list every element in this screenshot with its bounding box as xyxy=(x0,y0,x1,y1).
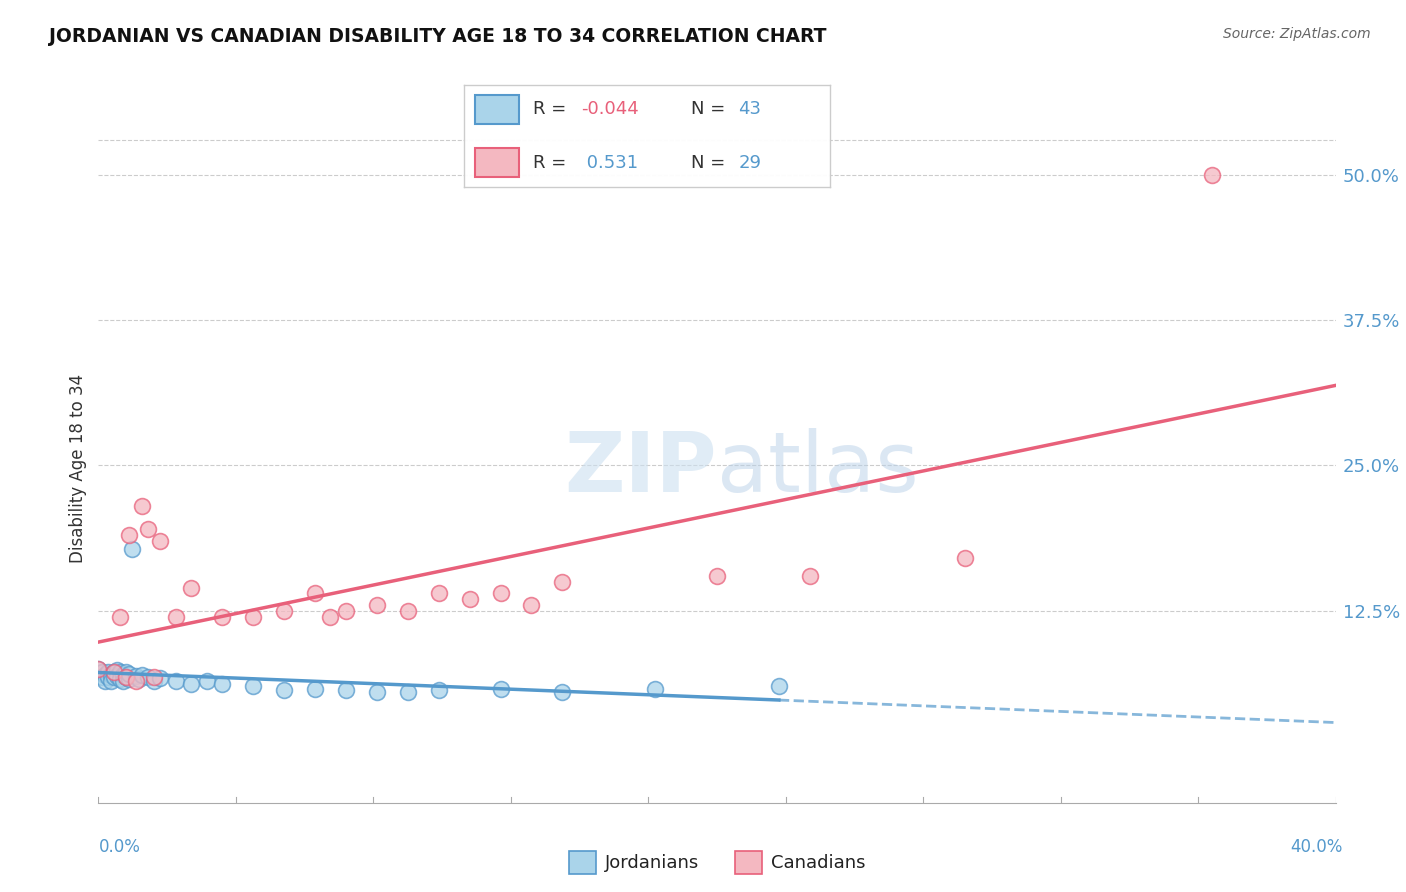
Text: 0.531: 0.531 xyxy=(581,153,638,171)
Text: 29: 29 xyxy=(738,153,761,171)
Point xyxy=(458,592,481,607)
Point xyxy=(427,682,450,697)
Text: JORDANIAN VS CANADIAN DISABILITY AGE 18 TO 34 CORRELATION CHART: JORDANIAN VS CANADIAN DISABILITY AGE 18 … xyxy=(49,27,827,45)
Point xyxy=(366,685,388,699)
Point xyxy=(103,665,125,680)
Bar xyxy=(475,95,519,124)
Point xyxy=(799,569,821,583)
Bar xyxy=(475,148,519,177)
Point xyxy=(87,662,110,676)
Point xyxy=(108,609,131,624)
Point xyxy=(128,673,150,687)
Point xyxy=(319,609,342,624)
Text: atlas: atlas xyxy=(717,428,918,508)
Point xyxy=(143,670,166,684)
Text: R =: R = xyxy=(533,101,572,119)
Point xyxy=(105,669,128,683)
Point xyxy=(304,586,326,600)
Point xyxy=(427,586,450,600)
Point xyxy=(165,609,187,624)
Text: N =: N = xyxy=(690,153,731,171)
Point xyxy=(242,609,264,624)
Y-axis label: Disability Age 18 to 34: Disability Age 18 to 34 xyxy=(69,374,87,563)
Point xyxy=(115,665,138,680)
Point xyxy=(108,673,131,687)
Point xyxy=(121,542,143,557)
Point xyxy=(1201,168,1223,182)
Point xyxy=(93,668,115,682)
Point xyxy=(112,673,135,688)
Point xyxy=(953,551,976,566)
Text: Source: ZipAtlas.com: Source: ZipAtlas.com xyxy=(1223,27,1371,41)
Point xyxy=(165,673,187,688)
Point xyxy=(93,673,115,688)
Point xyxy=(335,604,357,618)
Text: -0.044: -0.044 xyxy=(581,101,638,119)
Point xyxy=(100,673,122,688)
Point xyxy=(124,673,146,688)
Point xyxy=(97,665,120,680)
Point xyxy=(242,680,264,694)
Point xyxy=(118,528,141,542)
Point xyxy=(118,666,141,681)
Point xyxy=(211,677,233,691)
Text: R =: R = xyxy=(533,153,572,171)
Point xyxy=(273,682,295,697)
Point xyxy=(489,681,512,696)
Point xyxy=(97,670,120,684)
Point xyxy=(396,604,419,618)
Point xyxy=(396,685,419,699)
Point xyxy=(90,665,112,680)
Point xyxy=(124,669,146,683)
Point xyxy=(644,681,666,696)
Point xyxy=(366,598,388,612)
Point xyxy=(551,685,574,699)
Point xyxy=(136,522,159,536)
Point xyxy=(180,677,202,691)
Legend: Jordanians, Canadians: Jordanians, Canadians xyxy=(561,844,873,880)
Point xyxy=(335,682,357,697)
Point xyxy=(115,670,138,684)
Text: ZIP: ZIP xyxy=(565,428,717,508)
Point xyxy=(768,680,790,694)
Point xyxy=(489,586,512,600)
Point xyxy=(149,671,172,685)
Text: 0.0%: 0.0% xyxy=(98,838,141,856)
Point xyxy=(131,668,153,682)
Text: 40.0%: 40.0% xyxy=(1291,838,1343,856)
Point xyxy=(149,534,172,549)
Point xyxy=(211,609,233,624)
Point xyxy=(304,681,326,696)
Point xyxy=(100,668,122,682)
Point xyxy=(143,673,166,688)
Point xyxy=(112,668,135,682)
Point xyxy=(115,670,138,684)
Point xyxy=(108,665,131,680)
Point xyxy=(87,662,110,676)
Point xyxy=(90,670,112,684)
Point xyxy=(118,673,141,687)
Point xyxy=(706,569,728,583)
Point xyxy=(195,673,218,688)
Point xyxy=(520,598,543,612)
Point xyxy=(103,665,125,680)
Point xyxy=(551,574,574,589)
Point xyxy=(180,581,202,595)
Point xyxy=(273,604,295,618)
Text: N =: N = xyxy=(690,101,731,119)
Point xyxy=(103,670,125,684)
Point xyxy=(136,670,159,684)
Point xyxy=(131,499,153,513)
Point xyxy=(105,663,128,677)
Text: 43: 43 xyxy=(738,101,761,119)
